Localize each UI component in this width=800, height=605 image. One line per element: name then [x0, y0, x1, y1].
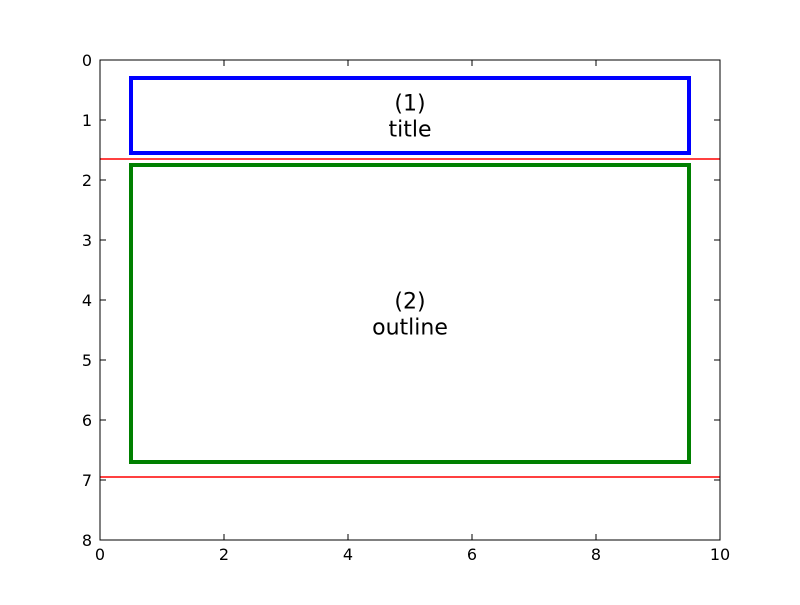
ytick-label: 2 — [82, 171, 92, 190]
xtick-label: 10 — [710, 545, 730, 564]
xtick-label: 0 — [95, 545, 105, 564]
ytick-label: 4 — [82, 291, 92, 310]
box-1-number: (1) — [394, 92, 425, 117]
box-2-label: outline — [372, 316, 448, 341]
ytick-label: 6 — [82, 411, 92, 430]
ticks: 0 2 4 6 8 10 0 1 2 3 4 5 6 7 8 — [82, 51, 730, 564]
ytick-label: 3 — [82, 231, 92, 250]
xtick-label: 6 — [467, 545, 477, 564]
box-2-number: (2) — [394, 290, 425, 315]
ytick-label: 5 — [82, 351, 92, 370]
box-1-label: title — [388, 118, 431, 143]
ytick-label: 8 — [82, 531, 92, 550]
ytick-label: 1 — [82, 111, 92, 130]
xtick-label: 8 — [591, 545, 601, 564]
box-2 — [129, 163, 691, 464]
ytick-label: 7 — [82, 471, 92, 490]
xtick-label: 4 — [343, 545, 353, 564]
chart-marks: (1)title (2)outline — [100, 76, 720, 478]
ytick-label: 0 — [82, 51, 92, 70]
xtick-label: 2 — [219, 545, 229, 564]
box-1 — [129, 76, 691, 155]
